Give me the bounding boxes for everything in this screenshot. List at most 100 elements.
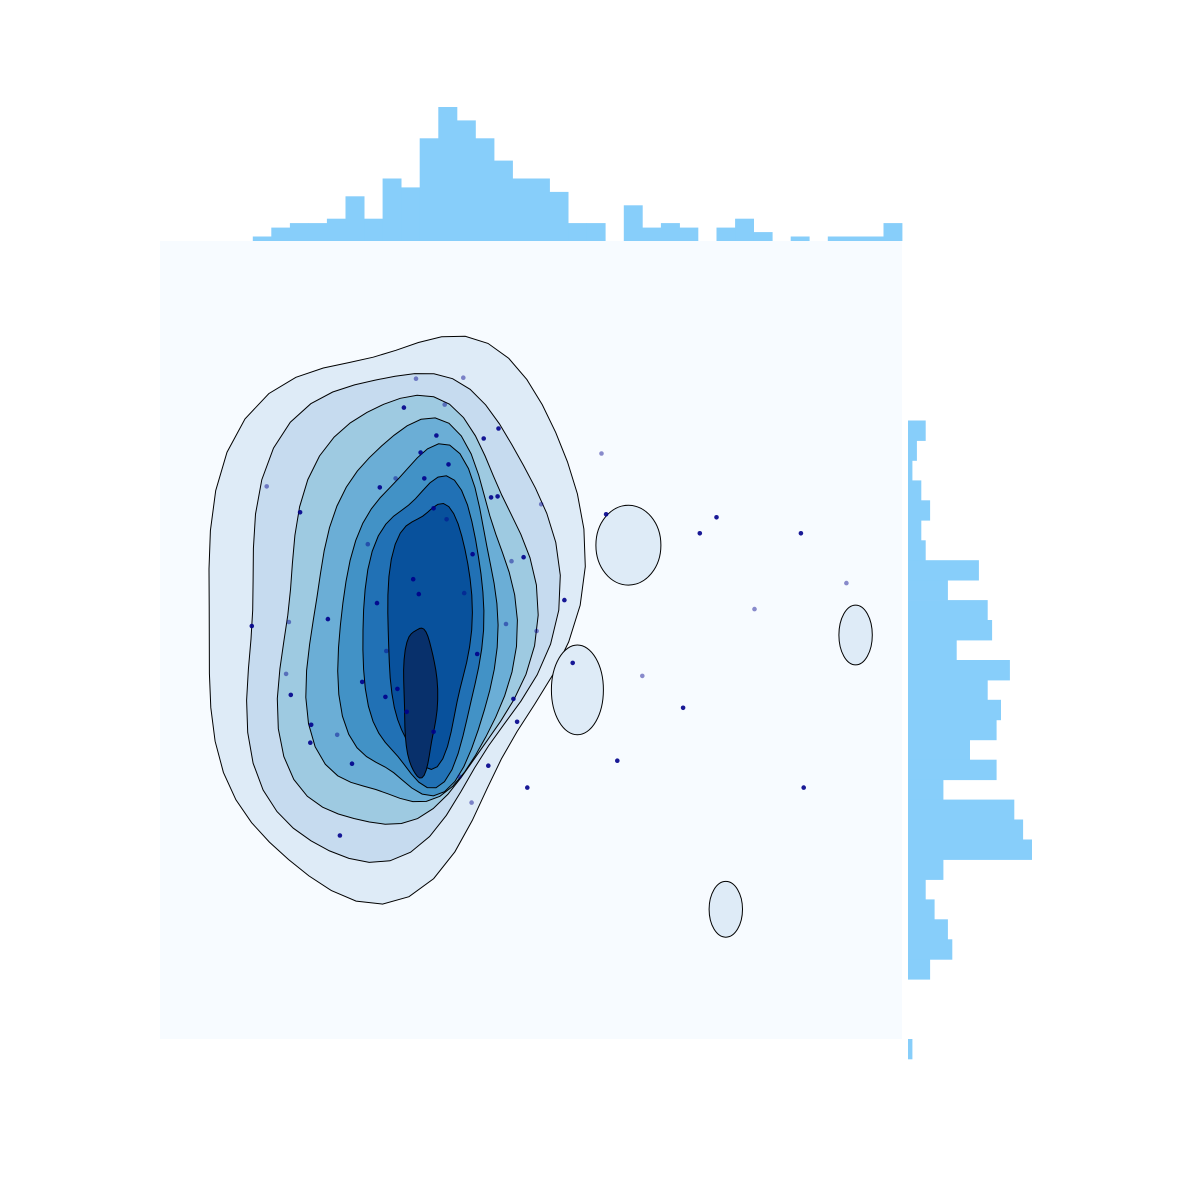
scatter-point	[534, 628, 539, 634]
marginal-x-bar	[382, 178, 402, 241]
scatter-point	[418, 450, 423, 455]
scatter-point	[434, 433, 439, 438]
scatter-point	[249, 623, 255, 629]
marginal-y-bar	[908, 799, 1015, 820]
marginal-y-bar	[908, 560, 979, 581]
scatter-point	[308, 722, 314, 728]
scatter-point	[697, 531, 703, 536]
scatter-point	[511, 696, 516, 702]
marginal-x-bar	[883, 223, 903, 241]
scatter-point	[431, 729, 436, 735]
marginal-y-bar	[908, 580, 948, 601]
scatter-point	[714, 515, 719, 520]
marginal-y-bar	[908, 440, 917, 461]
marginal-x-bar	[531, 178, 550, 241]
scatter-point	[570, 660, 575, 666]
scatter-point	[374, 600, 380, 606]
scatter-point	[488, 495, 494, 500]
marginal-x-bar	[308, 223, 328, 241]
scatter-point	[495, 494, 500, 499]
marginal-y-bar	[908, 819, 1024, 840]
scatter-point	[640, 673, 645, 679]
marginal-y-bar	[908, 520, 922, 541]
marginal-y-histogram	[908, 420, 1032, 1060]
scatter-point	[469, 800, 474, 805]
marginal-x-histogram	[252, 107, 903, 241]
scatter-point	[444, 517, 449, 522]
scatter-point	[365, 541, 371, 547]
contour-satellite-3	[708, 880, 743, 938]
marginal-y-bar	[908, 859, 944, 880]
scatter-point	[264, 484, 270, 489]
contour-satellite-2	[595, 504, 662, 586]
scatter-point	[752, 606, 757, 612]
scatter-point	[798, 531, 804, 536]
scatter-point	[461, 375, 466, 381]
marginal-y-bar	[908, 939, 953, 960]
marginal-y-bar	[908, 640, 957, 661]
marginal-x-bar	[493, 160, 513, 241]
scatter-point	[410, 576, 416, 582]
marginal-y-bar	[908, 660, 1010, 681]
marginal-x-bar	[364, 218, 384, 241]
scatter-point	[481, 436, 487, 441]
contour-level-8	[403, 627, 439, 779]
scatter-point	[288, 692, 294, 698]
scatter-point	[525, 785, 530, 790]
marginal-x-bar	[790, 236, 810, 241]
scatter-point	[359, 679, 365, 685]
marginal-y-bar	[908, 480, 922, 501]
scatter-point	[422, 476, 427, 481]
marginal-x-bar	[326, 218, 346, 241]
scatter-point	[431, 506, 436, 511]
marginal-x-bar	[716, 227, 736, 241]
marginal-y-bar	[908, 919, 948, 940]
scatter-point	[509, 558, 514, 564]
marginal-x-bar	[586, 223, 606, 241]
marginal-x-bar	[252, 236, 272, 241]
scatter-point	[401, 405, 407, 410]
scatter-point	[393, 476, 398, 481]
marginal-x-bar	[623, 205, 643, 241]
marginal-y-bar	[908, 540, 926, 561]
marginal-y-bar	[908, 460, 913, 481]
marginal-y-bar	[908, 500, 931, 521]
scatter-point	[337, 833, 343, 838]
scatter-points	[249, 375, 849, 838]
marginal-x-bar	[679, 227, 699, 241]
marginal-x-bar	[735, 218, 754, 241]
scatter-point	[461, 590, 467, 596]
marginal-x-bar	[475, 138, 495, 241]
marginal-x-bar	[419, 138, 439, 241]
scatter-point	[334, 732, 340, 738]
scatter-point	[404, 709, 410, 715]
marginal-x-bar	[289, 223, 309, 241]
scatter-point	[496, 426, 501, 431]
scatter-point	[377, 485, 383, 490]
scatter-point	[680, 705, 686, 711]
marginal-x-bar	[271, 227, 291, 241]
scatter-point	[446, 462, 451, 467]
marginal-x-bar	[846, 236, 866, 241]
scatter-point	[562, 597, 567, 603]
marginal-x-bar	[438, 107, 458, 241]
scatter-point	[442, 402, 448, 407]
marginal-y-bar	[908, 620, 993, 641]
scatter-point	[603, 512, 609, 517]
scatter-point	[286, 619, 292, 625]
scatter-point	[801, 785, 806, 790]
scatter-point	[599, 451, 604, 456]
marginal-y-bar	[908, 679, 988, 701]
marginal-x-bar	[401, 187, 421, 241]
marginal-x-bar	[345, 196, 365, 241]
marginal-x-bar	[568, 223, 587, 241]
scatter-point	[503, 621, 509, 627]
marginal-x-bar	[642, 227, 662, 241]
marginal-x-bar	[827, 236, 847, 241]
scatter-point	[457, 774, 462, 779]
scatter-point	[514, 719, 520, 725]
marginal-x-bar	[549, 191, 569, 241]
scatter-point	[383, 694, 388, 700]
